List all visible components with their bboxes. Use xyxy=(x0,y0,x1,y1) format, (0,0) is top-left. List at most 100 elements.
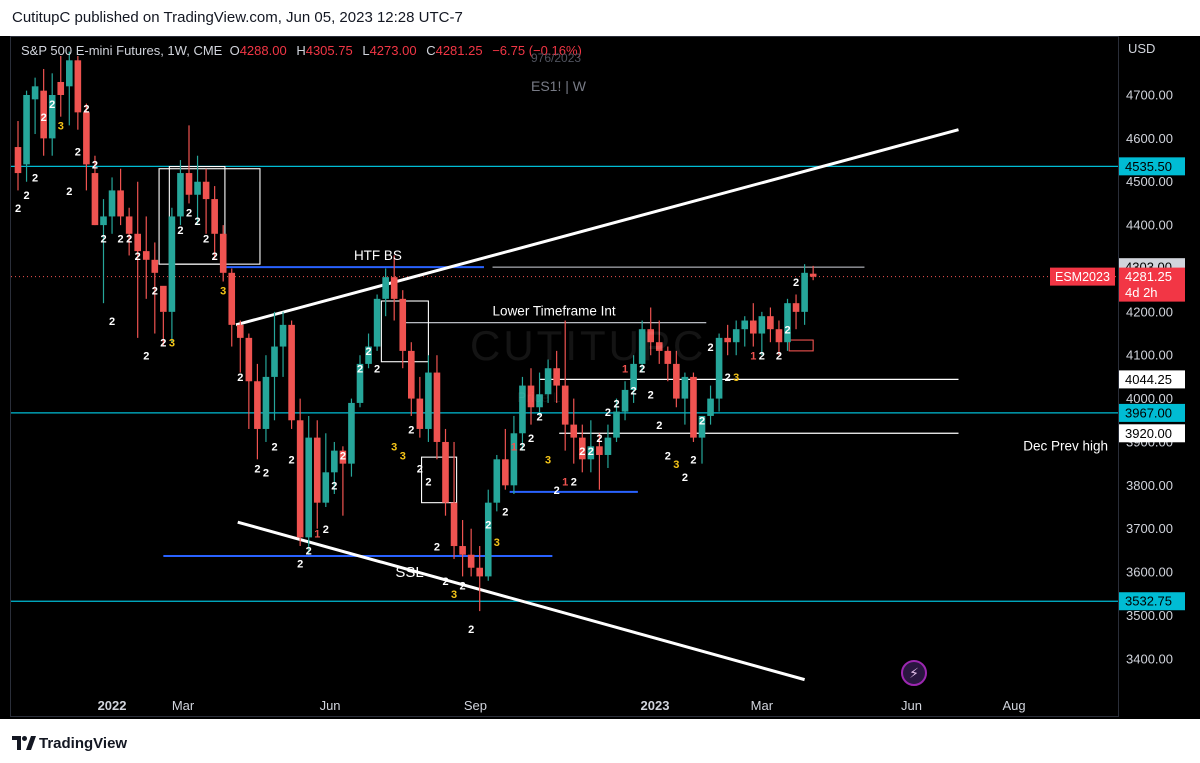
count-label: 2 xyxy=(417,463,423,475)
count-label: 3 xyxy=(391,442,397,454)
y-tick-label: 4100.00 xyxy=(1126,348,1173,363)
candle-body xyxy=(459,546,466,555)
candle-body xyxy=(168,216,176,312)
count-label: 2 xyxy=(92,160,98,172)
candle-body xyxy=(91,173,99,226)
level-price-text: 4535.50 xyxy=(1125,159,1172,174)
y-tick-label: 4200.00 xyxy=(1126,304,1173,319)
pane-value: 976/2023 xyxy=(531,51,582,65)
y-tick-label: 4500.00 xyxy=(1126,174,1173,189)
chart-pane[interactable] xyxy=(10,36,1119,717)
candle-body xyxy=(467,554,475,568)
symbol-badge xyxy=(1050,267,1115,286)
count-label: 2 xyxy=(75,147,81,159)
y-tick-label: 3700.00 xyxy=(1126,521,1173,536)
level-price-badge xyxy=(1119,592,1185,611)
x-tick-label: Mar xyxy=(172,698,195,713)
count-label: 1 xyxy=(622,364,628,376)
symbol-title[interactable]: S&P 500 E-mini Futures, 1W, CME xyxy=(21,43,223,58)
count-label: 2 xyxy=(186,207,192,219)
candle-body xyxy=(382,277,389,299)
candle-body xyxy=(579,437,586,460)
count-label: 2 xyxy=(579,446,585,458)
tradingview-logo-icon xyxy=(12,736,36,750)
candle-body xyxy=(202,181,210,200)
count-label: 2 xyxy=(502,507,508,519)
count-label: 2 xyxy=(519,442,525,454)
annotation-box xyxy=(788,339,814,352)
y-tick-label: 3600.00 xyxy=(1126,565,1173,580)
count-label: 2 xyxy=(468,624,474,636)
candle-body xyxy=(48,95,56,139)
count-label: 2 xyxy=(665,450,671,462)
count-label: 2 xyxy=(41,112,47,124)
count-label: 2 xyxy=(725,372,731,384)
candle-body xyxy=(245,337,253,382)
candle-body xyxy=(365,346,372,364)
candle-body xyxy=(741,320,749,330)
candle-body xyxy=(313,437,321,503)
change-value: −6.75 (−0.16%) xyxy=(492,43,582,58)
x-tick-label: Jun xyxy=(901,698,922,713)
count-label: 2 xyxy=(656,420,662,432)
candle-body xyxy=(194,181,201,195)
level-price-badge xyxy=(1119,403,1185,422)
count-label: 2 xyxy=(554,485,560,497)
candle-body xyxy=(108,190,116,217)
publish-info: CutitupC published on TradingView.com, J… xyxy=(12,9,463,26)
count-label: 2 xyxy=(340,450,346,462)
candle-body xyxy=(732,329,740,343)
count-label: 2 xyxy=(699,416,705,428)
tradingview-logo[interactable]: TradingView xyxy=(12,734,132,752)
count-label: 3 xyxy=(733,372,739,384)
count-label: 2 xyxy=(613,398,619,410)
y-tick-label: 4400.00 xyxy=(1126,218,1173,233)
count-label: 3 xyxy=(673,459,679,471)
candle-body xyxy=(561,385,569,425)
candle-body xyxy=(484,502,492,577)
pane-label: ES1! | W xyxy=(531,78,586,94)
count-label: 2 xyxy=(126,233,132,245)
lightning-icon[interactable]: ⚡ xyxy=(901,660,927,686)
count-label: 2 xyxy=(528,433,534,445)
x-tick-label: 2022 xyxy=(98,698,127,713)
symbol-legend[interactable]: S&P 500 E-mini Futures, 1W, CME O4288.00… xyxy=(21,43,582,58)
candle-body xyxy=(66,60,73,87)
candle-body xyxy=(784,303,791,343)
current-price-badge xyxy=(1119,267,1185,302)
candle-body xyxy=(40,90,47,139)
count-label: 2 xyxy=(408,424,414,436)
count-label: 2 xyxy=(323,524,329,536)
candle-body xyxy=(279,324,287,347)
currency-label: USD xyxy=(1128,41,1156,56)
publish-header: CutitupC published on TradingView.com, J… xyxy=(0,0,1200,36)
count-label: 2 xyxy=(100,233,106,245)
y-tick-label: 4000.00 xyxy=(1126,391,1173,406)
candle-body xyxy=(664,350,672,364)
count-label: 2 xyxy=(631,385,637,397)
candle-body xyxy=(553,368,560,386)
candle-body xyxy=(655,342,663,351)
y-tick-label: 3500.00 xyxy=(1126,608,1173,623)
candle-body xyxy=(262,376,270,429)
candle-body xyxy=(23,95,30,165)
count-label: 3 xyxy=(451,589,457,601)
candle-body xyxy=(160,285,167,312)
candle-body xyxy=(681,376,689,399)
count-label: 1 xyxy=(750,351,756,363)
candle-body xyxy=(219,233,227,273)
watermark-sub: Price L xyxy=(517,389,561,405)
count-label: 2 xyxy=(536,411,542,423)
price-label-badge xyxy=(1119,424,1185,443)
open-key: O xyxy=(229,43,240,58)
count-label: 2 xyxy=(571,476,577,488)
candle-body xyxy=(74,60,82,113)
candle-body xyxy=(630,363,637,390)
candle-body xyxy=(519,385,526,434)
count-label: 2 xyxy=(23,190,29,202)
candle-body xyxy=(544,368,552,395)
drawings xyxy=(158,128,959,682)
candle-body xyxy=(408,350,415,399)
candle-body xyxy=(305,437,312,538)
